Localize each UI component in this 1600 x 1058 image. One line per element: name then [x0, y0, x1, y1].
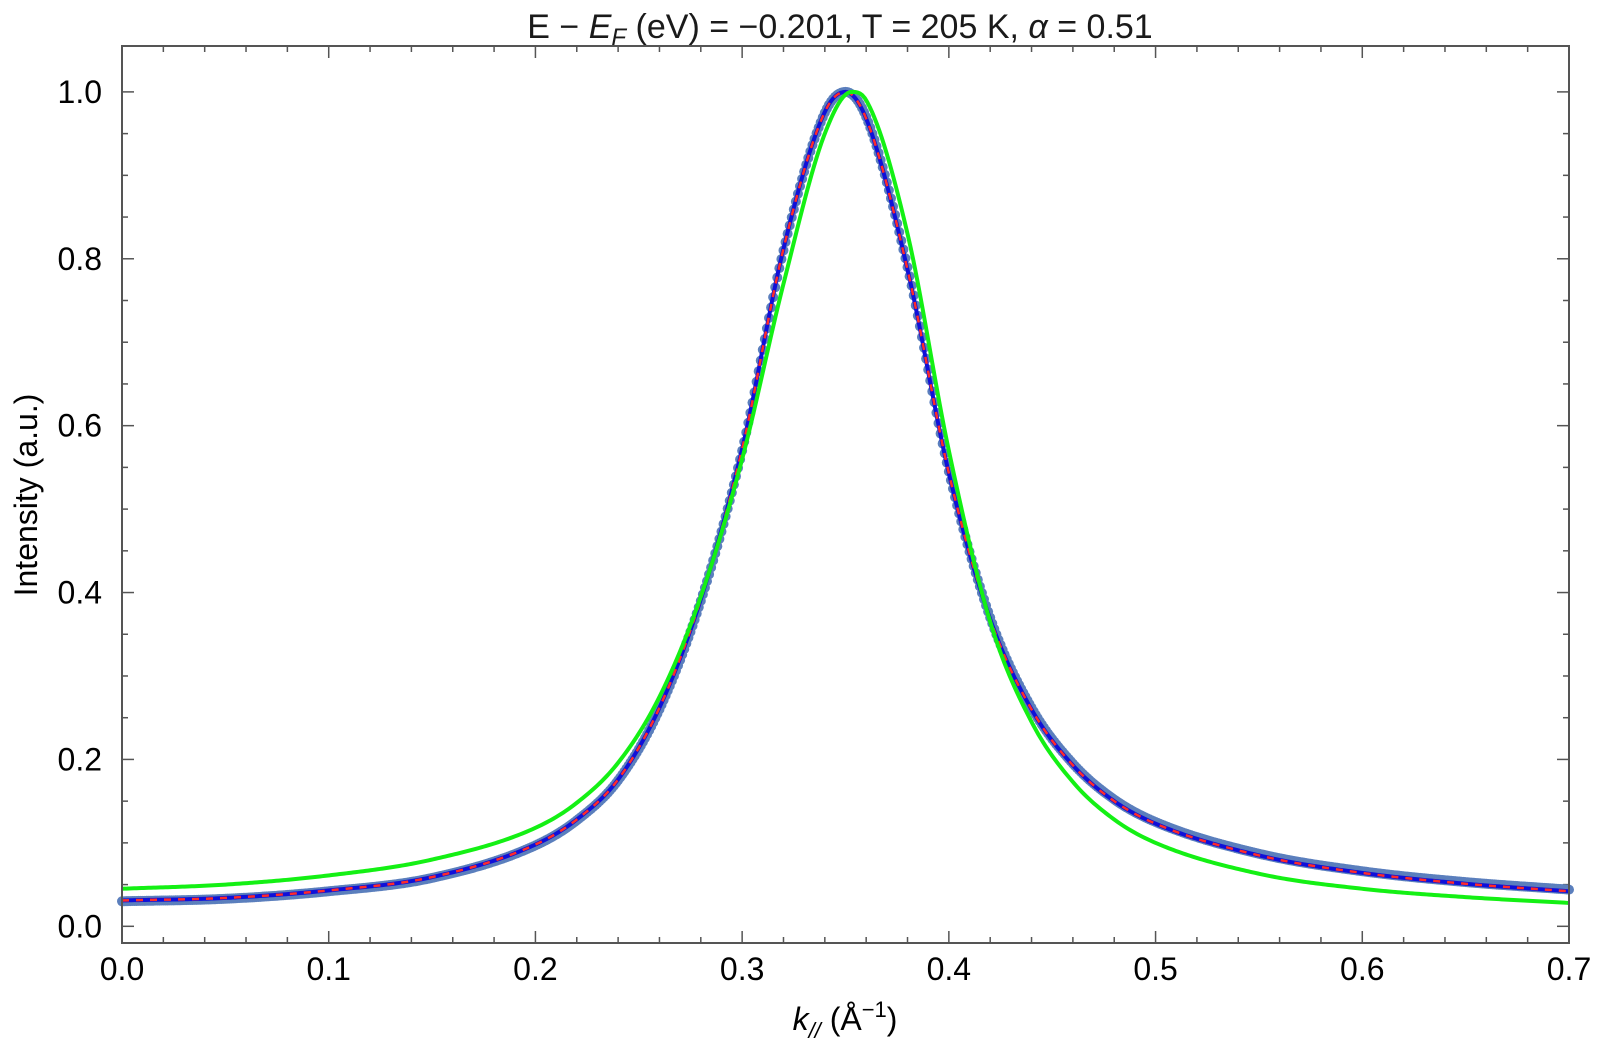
y-tick-label: 1.0: [58, 74, 102, 110]
x-tick-label: 0.0: [100, 951, 144, 987]
y-axis-label: Intensity (a.u.): [8, 394, 44, 597]
chart-title: E − EF (eV) = −0.201, T = 205 K, α = 0.5…: [527, 8, 1152, 51]
series-layer: [117, 86, 1574, 907]
x-tick-label: 0.1: [306, 951, 350, 987]
y-tick-label: 0.8: [58, 241, 102, 277]
fit-line-red-dashed: [121, 90, 1570, 902]
x-tick-label: 0.6: [1340, 951, 1384, 987]
y-tick-label: 0.2: [58, 741, 102, 777]
fit-line-blue: [121, 89, 1570, 903]
data-points-series: [117, 86, 1574, 907]
plot-frame: [121, 45, 1570, 944]
x-tick-label: 0.2: [513, 951, 557, 987]
x-tick-label: 0.4: [927, 951, 971, 987]
axis-ticks: [121, 46, 1570, 943]
x-axis-label: k// (Å−1): [793, 997, 898, 1043]
x-tick-label: 0.5: [1133, 951, 1177, 987]
y-tick-label: 0.0: [58, 908, 102, 944]
tick-labels: 0.0 0.1 0.2 0.3 0.4 0.5 0.6 0.7 0.0 0.2 0.4 0.6 0.8 1…: [58, 74, 1592, 987]
x-tick-label: 0.3: [720, 951, 764, 987]
y-tick-label: 0.6: [58, 408, 102, 444]
x-tick-label: 0.7: [1547, 951, 1591, 987]
fit-line-green: [121, 89, 1570, 905]
y-tick-label: 0.4: [58, 575, 102, 611]
